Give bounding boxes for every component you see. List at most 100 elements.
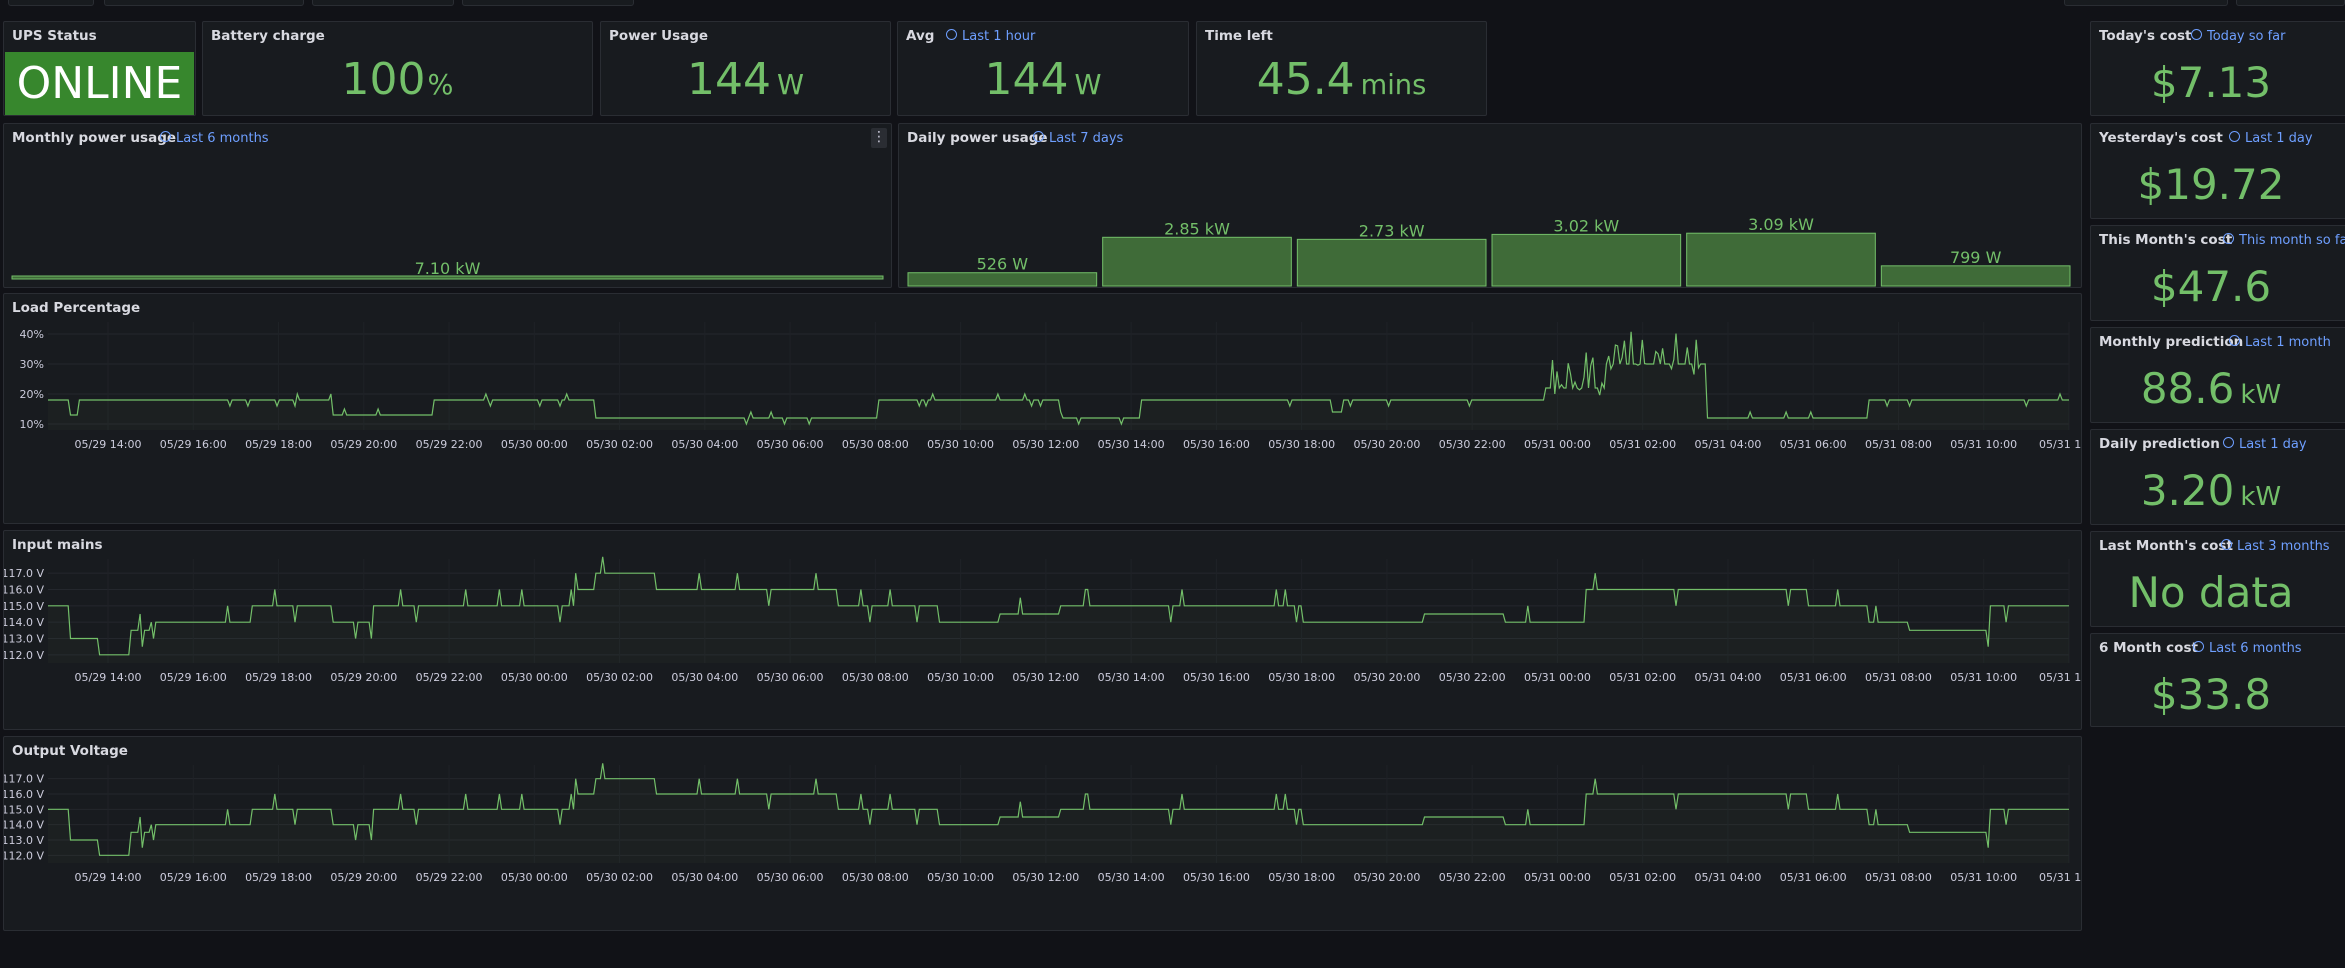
bar-label: 2.85 kW bbox=[1164, 219, 1230, 238]
x-tick-label: 05/30 08:00 bbox=[842, 871, 909, 884]
x-tick-label: 05/30 06:00 bbox=[757, 871, 824, 884]
series-line[interactable] bbox=[48, 556, 2069, 656]
avg-panel: Avg Last 1 hour 144 W bbox=[897, 21, 1189, 116]
toolbar-button-2[interactable] bbox=[104, 0, 304, 6]
x-tick-label: 05/30 10:00 bbox=[927, 871, 994, 884]
x-tick-label: 05/29 22:00 bbox=[416, 871, 483, 884]
x-tick-label: 05/30 14:00 bbox=[1098, 871, 1165, 884]
y-tick-label: 115.0 V bbox=[4, 600, 44, 613]
x-tick-label: 05/29 20:00 bbox=[330, 671, 397, 684]
x-tick-label: 05/30 04:00 bbox=[671, 438, 738, 451]
clock-icon bbox=[2223, 233, 2234, 244]
time-range[interactable]: Last 1 month bbox=[2229, 335, 2331, 350]
panel-title: Time left bbox=[1205, 28, 1273, 44]
series-line[interactable] bbox=[48, 763, 2069, 856]
daily-bar[interactable] bbox=[1296, 238, 1487, 287]
panel-title: Monthly power usage bbox=[12, 130, 177, 146]
panel-title: Today's cost bbox=[2099, 28, 2192, 44]
daily-bar-chart: 526 W 2.85 kW 2.73 kW 3.02 kW 3.09 kW 799 W bbox=[907, 215, 2071, 287]
toolbar-button-4[interactable] bbox=[462, 0, 634, 6]
y-tick-label: 113.0 V bbox=[4, 633, 44, 646]
x-tick-label: 05/30 14:00 bbox=[1098, 438, 1165, 451]
time-range[interactable]: Last 1 day bbox=[2229, 131, 2313, 146]
x-tick-label: 05/29 18:00 bbox=[245, 438, 312, 451]
clock-icon bbox=[1033, 131, 1044, 142]
y-tick-label: 30% bbox=[20, 358, 44, 371]
time-range[interactable]: Last 1 day bbox=[2223, 437, 2307, 452]
x-tick-label: 05/31 04:00 bbox=[1695, 438, 1762, 451]
panel-menu-icon[interactable]: ⋮ bbox=[871, 128, 887, 148]
toolbar-button-1[interactable] bbox=[8, 0, 94, 6]
x-tick-label: 05/31 06:00 bbox=[1780, 871, 1847, 884]
x-tick-label: 05/30 06:00 bbox=[757, 438, 824, 451]
x-tick-label: 05/31 00:00 bbox=[1524, 671, 1591, 684]
series-area bbox=[48, 763, 2069, 863]
daily-bar[interactable] bbox=[1880, 265, 2071, 287]
monthly-bar[interactable] bbox=[11, 275, 884, 280]
y-tick-label: 115.0 V bbox=[4, 803, 44, 816]
x-tick-label: 05/31 08:00 bbox=[1865, 871, 1932, 884]
panel-title: Daily power usage bbox=[907, 130, 1048, 146]
x-tick-label: 05/31 04:00 bbox=[1695, 871, 1762, 884]
x-tick-label: 05/30 22:00 bbox=[1439, 438, 1506, 451]
todays-cost-value: $7.13 bbox=[2150, 58, 2272, 107]
clock-icon bbox=[2221, 539, 2232, 550]
daily-prediction-value: 3.20 kW bbox=[2140, 466, 2282, 515]
x-tick-label: 05/30 08:00 bbox=[842, 438, 909, 451]
x-tick-label: 05/30 18:00 bbox=[1268, 671, 1335, 684]
x-tick-label: 05/30 10:00 bbox=[927, 438, 994, 451]
time-range[interactable]: This month so far bbox=[2223, 233, 2345, 248]
time-range[interactable]: Last 1 hour bbox=[946, 29, 1035, 44]
daily-power-panel: Daily power usage Last 7 days 526 W 2.85 … bbox=[898, 123, 2082, 288]
clock-icon bbox=[2229, 131, 2240, 142]
six-month-cost-value: $33.8 bbox=[2150, 670, 2272, 719]
x-tick-label: 05/31 02:00 bbox=[1609, 438, 1676, 451]
panel-title: Yesterday's cost bbox=[2099, 130, 2223, 146]
monthly-bar-chart: 7.10 kW bbox=[11, 259, 884, 280]
panel-title: Monthly prediction bbox=[2099, 334, 2244, 350]
panel-title: Power Usage bbox=[609, 28, 709, 44]
ups-status-value: ONLINE bbox=[5, 52, 194, 115]
time-range[interactable]: Last 6 months bbox=[160, 131, 269, 146]
series-area bbox=[48, 331, 2069, 430]
this-month-cost-panel: This Month's cost This month so far $47.… bbox=[2090, 225, 2345, 321]
y-tick-label: 114.0 V bbox=[4, 616, 44, 629]
y-tick-label: 10% bbox=[20, 418, 44, 431]
toolbar-button-6[interactable] bbox=[2236, 0, 2345, 6]
x-tick-label: 05/29 14:00 bbox=[75, 871, 142, 884]
ups-status-panel: UPS Status ONLINE bbox=[3, 21, 196, 116]
x-tick-label: 05/29 18:00 bbox=[245, 871, 312, 884]
bar-label: 7.10 kW bbox=[415, 259, 481, 278]
daily-bar[interactable] bbox=[1102, 236, 1292, 287]
x-tick-label: 05/29 22:00 bbox=[416, 671, 483, 684]
x-tick-label: 05/31 06:00 bbox=[1780, 438, 1847, 451]
time-range[interactable]: Today so far bbox=[2191, 29, 2285, 44]
toolbar-button-5[interactable] bbox=[2064, 0, 2228, 6]
toolbar-button-3[interactable] bbox=[312, 0, 454, 6]
panel-title: UPS Status bbox=[12, 28, 97, 44]
panel-title: Load Percentage bbox=[12, 300, 141, 316]
x-tick-label: 05/30 02:00 bbox=[586, 671, 653, 684]
series-line[interactable] bbox=[48, 331, 2069, 426]
daily-bar[interactable] bbox=[907, 272, 1098, 287]
daily-bar[interactable] bbox=[1491, 233, 1682, 287]
time-range[interactable]: Last 7 days bbox=[1033, 131, 1123, 146]
bar-label: 3.02 kW bbox=[1553, 216, 1619, 235]
x-tick-label: 05/30 16:00 bbox=[1183, 438, 1250, 451]
time-range[interactable]: Last 3 months bbox=[2221, 539, 2330, 554]
bar-label: 526 W bbox=[977, 255, 1029, 274]
x-tick-label: 05/29 14:00 bbox=[75, 671, 142, 684]
x-tick-label: 05/30 08:00 bbox=[842, 671, 909, 684]
x-tick-label: 05/31 12:0 bbox=[2039, 438, 2081, 451]
x-tick-label: 05/30 00:00 bbox=[501, 671, 568, 684]
daily-bar[interactable] bbox=[1686, 232, 1876, 287]
x-tick-label: 05/30 06:00 bbox=[757, 671, 824, 684]
monthly-power-panel: Monthly power usage Last 6 months ⋮ 7.10… bbox=[3, 123, 892, 288]
last-months-cost-value: No data bbox=[2128, 568, 2294, 617]
x-tick-label: 05/30 20:00 bbox=[1353, 871, 1420, 884]
panel-title: Avg bbox=[906, 28, 935, 44]
y-tick-label: 117.0 V bbox=[4, 773, 44, 786]
time-range[interactable]: Last 6 months bbox=[2193, 641, 2302, 656]
power-usage-panel: Power Usage 144 W bbox=[600, 21, 891, 116]
x-tick-label: 05/30 04:00 bbox=[671, 671, 738, 684]
